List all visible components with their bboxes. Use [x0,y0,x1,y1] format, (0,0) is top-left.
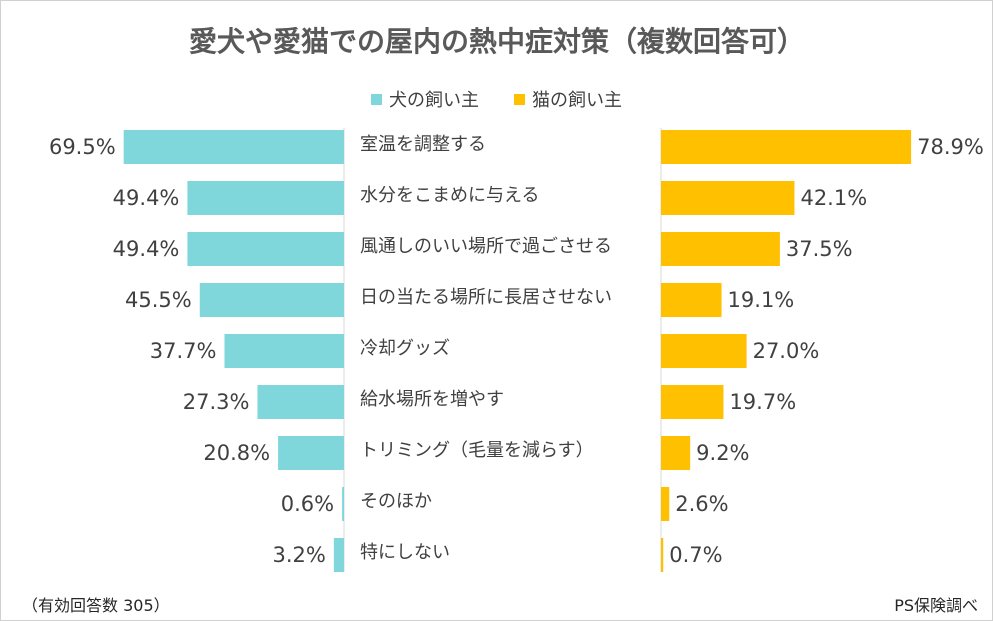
value-label-cat-7: 2.6% [675,492,728,516]
category-label-6: トリミング（毛量を減らす） [360,440,594,461]
category-labels: 室温を調整する水分をこまめに与える風通しのいい場所で過ごさせる日の当たる場所に長… [360,134,612,563]
value-label-cat-4: 27.0% [753,339,820,363]
legend-label-dog: 犬の飼い主 [389,90,479,111]
value-label-cat-5: 19.7% [729,390,796,414]
value-label-cat-6: 9.2% [696,441,749,465]
value-label-dog-1: 49.4% [113,186,180,210]
category-label-4: 冷却グッズ [360,338,450,359]
value-label-cat-1: 42.1% [800,186,867,210]
value-label-dog-0: 69.5% [49,135,116,159]
bar-cat-0 [661,130,912,164]
category-label-3: 日の当たる場所に長居させない [360,287,612,308]
bar-cat-4 [661,334,747,368]
value-label-cat-8: 0.7% [669,543,722,567]
bars-group: 69.5% 78.9% 49.4% 42.1% 49.4% 37.5% 45.5% 19.1%… [49,130,984,572]
value-label-dog-5: 27.3% [183,390,250,414]
bar-dog-3 [199,283,344,317]
bar-cat-2 [661,232,780,266]
footer-response-count: （有効回答数 305） [22,596,170,615]
bar-dog-7 [342,487,344,521]
bar-cat-1 [661,181,795,215]
value-label-cat-2: 37.5% [786,237,853,261]
legend-swatch-cat [514,94,525,105]
bar-dog-2 [187,232,344,266]
category-label-7: そのほか [360,491,432,512]
bar-cat-8 [661,538,664,572]
category-label-5: 給水場所を増やす [360,389,504,410]
category-label-8: 特にしない [360,542,450,563]
bar-cat-3 [661,283,722,317]
value-label-dog-3: 45.5% [125,288,192,312]
bar-cat-6 [661,436,691,470]
bar-dog-8 [333,538,344,572]
value-label-cat-0: 78.9% [917,135,984,159]
value-label-dog-8: 3.2% [272,543,325,567]
value-label-dog-2: 49.4% [113,237,180,261]
bar-cat-5 [661,385,724,419]
legend-swatch-dog [371,94,382,105]
bar-dog-6 [278,436,344,470]
value-label-dog-4: 37.7% [150,339,217,363]
legend-label-cat: 猫の飼い主 [532,90,622,111]
category-label-2: 風通しのいい場所で過ごさせる [360,236,612,257]
value-label-dog-6: 20.8% [203,441,270,465]
footer-source: PS保険調べ [894,596,978,615]
bar-cat-7 [661,487,670,521]
bar-dog-5 [257,385,344,419]
bar-dog-1 [187,181,344,215]
category-label-0: 室温を調整する [360,134,486,155]
value-label-cat-3: 19.1% [728,288,795,312]
category-label-1: 水分をこまめに与える [360,185,539,206]
chart-title: 愛犬や愛猫での屋内の熱中症対策（複数回答可） [189,25,805,58]
legend: 犬の飼い主 猫の飼い主 [371,90,622,111]
bar-dog-4 [224,334,344,368]
bar-dog-0 [123,130,344,164]
value-label-dog-7: 0.6% [281,492,334,516]
